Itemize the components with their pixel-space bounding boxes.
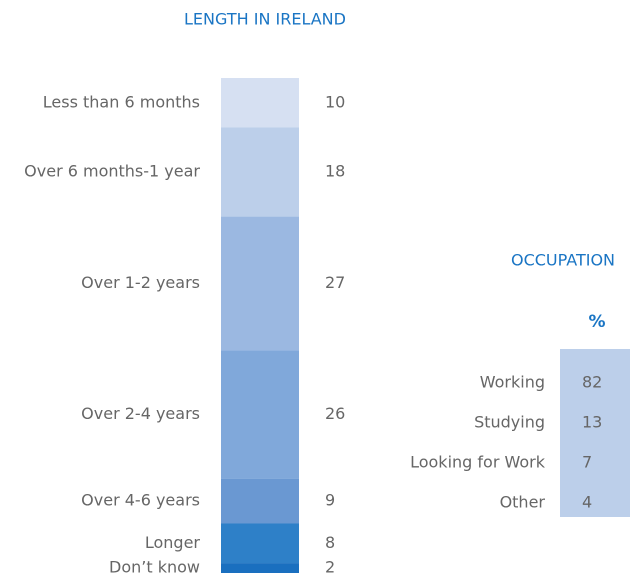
value-label: 2 [325,558,335,577]
row-value: 7 [582,453,592,472]
value-label: 9 [325,491,335,510]
category-label: Over 4-6 years [81,491,200,510]
row-label: Studying [474,413,545,432]
value-label: 27 [325,273,345,292]
bar-segment [221,478,299,524]
value-label: 18 [325,162,345,181]
category-label: Longer [145,533,201,552]
bar-segment [221,523,299,564]
category-label: Over 2-4 years [81,404,200,423]
row-value: 4 [582,493,592,512]
category-label: Less than 6 months [43,92,200,111]
category-label: Over 6 months-1 year [24,162,200,181]
table-header: % [588,312,605,332]
table-box [560,349,630,517]
bar-segment [221,350,299,479]
chart-title: LENGTH IN IRELAND [184,10,346,29]
bar-segment [221,127,299,217]
category-label: Over 1-2 years [81,273,200,292]
row-value: 82 [582,373,602,392]
row-label: Other [500,493,546,512]
bar-segment [221,78,299,128]
bar-segment [221,216,299,351]
value-label: 10 [325,92,345,111]
row-label: Working [480,373,545,392]
value-label: 8 [325,533,335,552]
category-label: Don’t know [109,558,200,577]
row-label: Looking for Work [410,453,546,472]
value-label: 26 [325,404,345,423]
row-value: 13 [582,413,602,432]
bar-segment [221,563,299,573]
table-title: OCCUPATION [511,251,615,270]
